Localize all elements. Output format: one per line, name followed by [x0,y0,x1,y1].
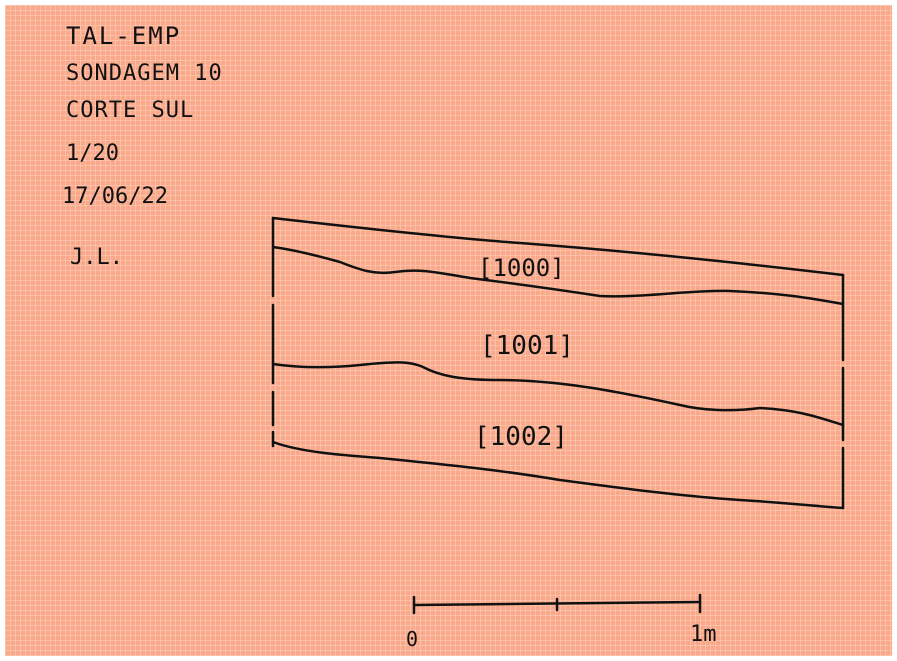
scale-bar: 0 1m [406,593,717,651]
drawing-date: 17/06/22 [62,184,168,209]
layer-label-1000: [1000] [478,254,565,282]
layer-label-1002: [1002] [474,422,568,452]
header-notes: TAL-EMP SONDAGEM 10 CORTE SUL 1/20 17/06… [62,22,223,270]
author-initials: J.L. [70,245,123,270]
scale-bar-start-label: 0 [406,627,418,651]
graph-paper-background [5,5,892,656]
layer-label-1001: [1001] [480,331,574,361]
site-code: TAL-EMP [66,22,181,50]
section-drawing: [1000] [1001] [1002] [271,216,845,510]
interface-1001-1002 [271,361,845,427]
bottom-line [271,440,845,510]
top-surface-line [271,216,845,277]
interface-1000-1001 [271,245,845,306]
trench-number: SONDAGEM 10 [66,61,223,86]
scale-bar-end-label: 1m [690,622,717,647]
drawing-scale: 1/20 [66,141,119,166]
section-name: CORTE SUL [66,98,194,123]
